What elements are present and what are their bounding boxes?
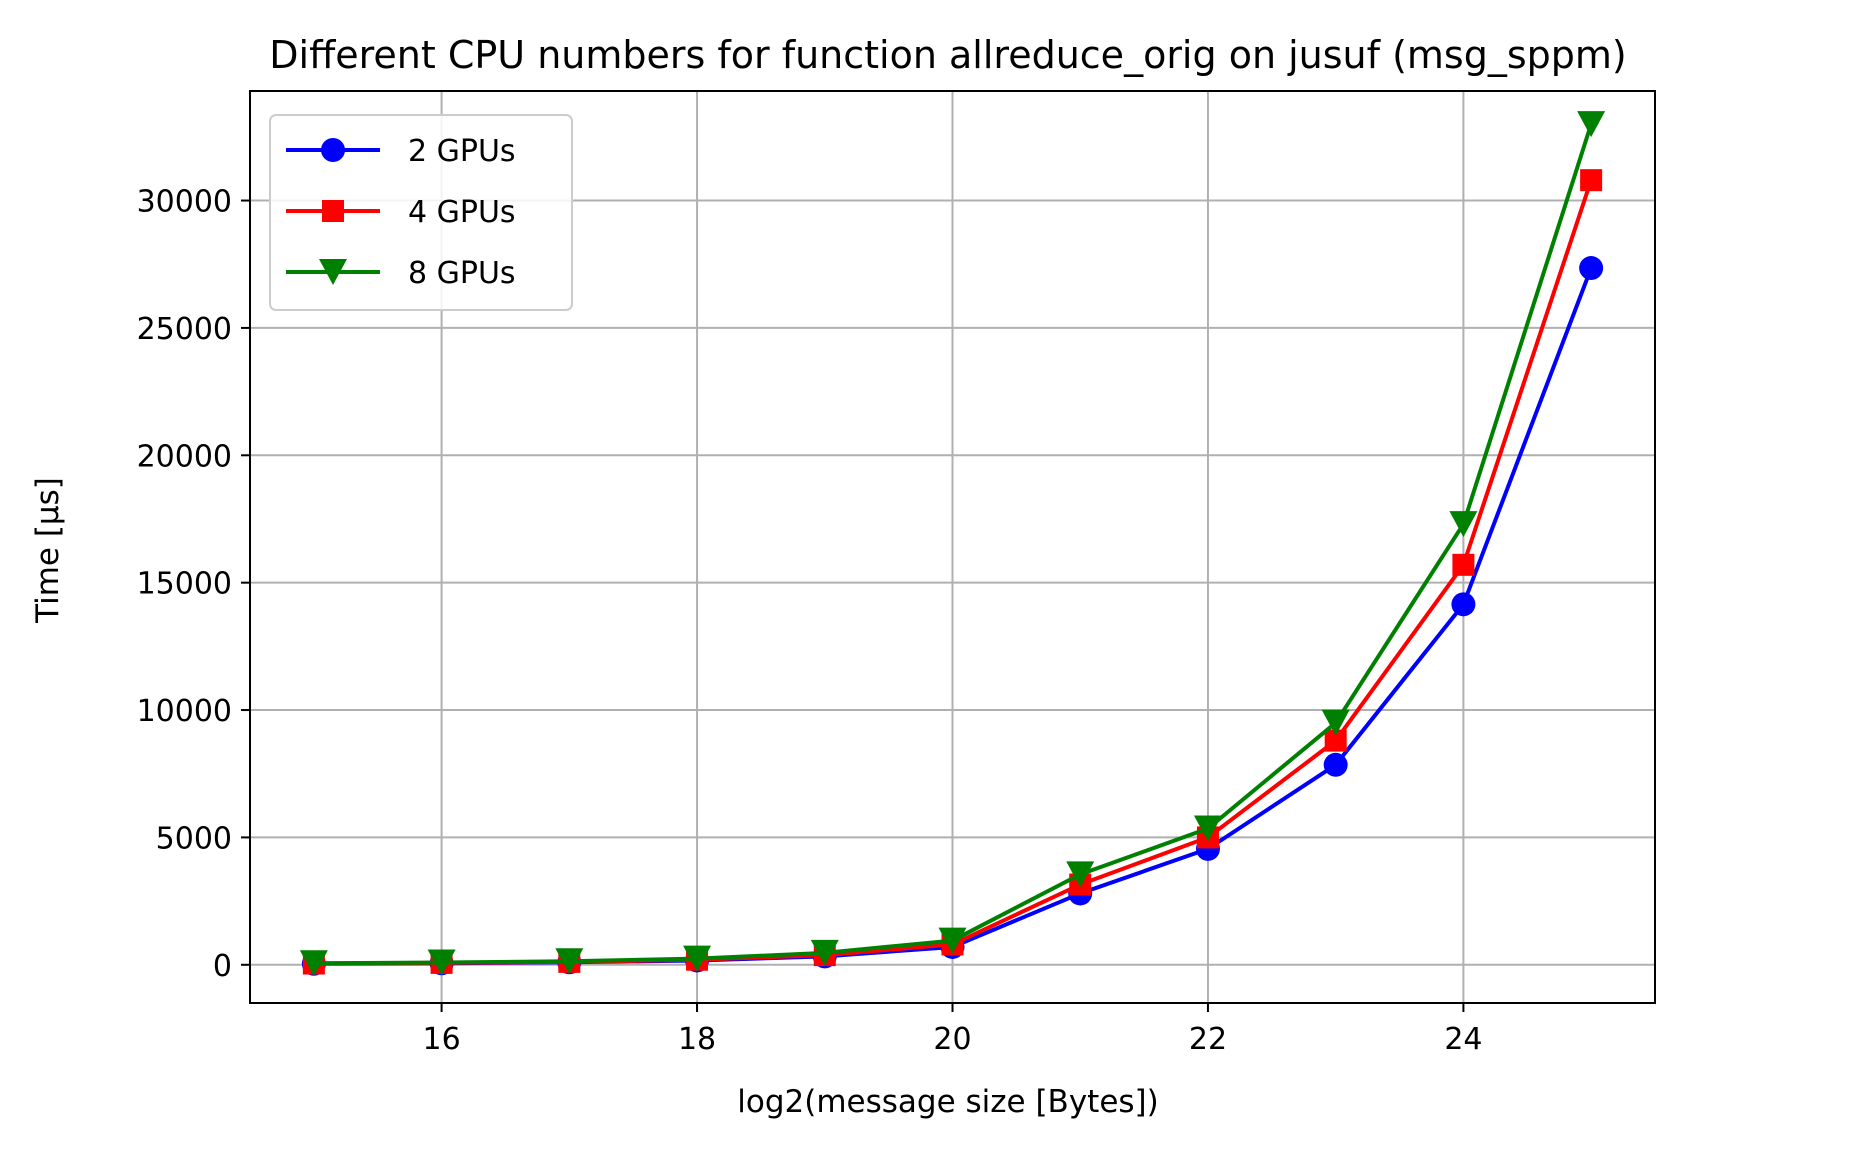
data-point [1324, 729, 1347, 752]
y-axis-label: Time [µs] [30, 477, 66, 624]
y-tick-label: 25000 [137, 312, 232, 347]
y-tick-label: 10000 [137, 694, 232, 729]
data-point [683, 945, 712, 972]
data-point [299, 950, 328, 977]
series-3 [299, 111, 1606, 977]
x-tick-label: 18 [678, 1022, 716, 1057]
legend-label: 4 GPUs [408, 195, 516, 230]
axis-ticks: 16 18 20 22 24 0 5000 10000 15000 20000 25000 30000 [137, 185, 1483, 1057]
data-point [1579, 256, 1604, 281]
legend-entry: 2 GPUs [286, 134, 516, 169]
data-point [1577, 111, 1606, 138]
data-point [1193, 815, 1222, 842]
y-tick-label: 30000 [137, 185, 232, 220]
legend-entry: 8 GPUs [286, 256, 516, 291]
legend: 2 GPUs 4 GPUs 8 GPUs [269, 114, 573, 311]
data-point [810, 939, 839, 966]
data-point [555, 948, 584, 975]
data-point [1451, 592, 1476, 617]
grid [250, 91, 1655, 1003]
legend-marker [322, 200, 344, 222]
chart-title: Different CPU numbers for function allre… [269, 33, 1626, 77]
y-tick-label: 20000 [137, 439, 232, 474]
data-point [1580, 169, 1603, 192]
data-point [1452, 553, 1475, 576]
x-tick-label: 22 [1189, 1022, 1227, 1057]
data-point [1449, 511, 1478, 538]
data-point [1321, 709, 1350, 736]
data-point [1323, 752, 1348, 777]
data-point [938, 927, 967, 954]
y-tick-label: 5000 [156, 821, 232, 856]
data-point [1066, 861, 1095, 888]
series-group [299, 111, 1606, 977]
x-axis-label: log2(message size [Bytes]) [737, 1084, 1158, 1120]
y-tick-label: 15000 [137, 567, 232, 602]
data-point [427, 949, 456, 976]
legend-entry: 4 GPUs [286, 195, 516, 230]
legend-marker [319, 259, 347, 285]
x-tick-label: 20 [933, 1022, 971, 1057]
legend-label: 8 GPUs [408, 256, 516, 291]
x-tick-label: 24 [1444, 1022, 1482, 1057]
x-tick-label: 16 [422, 1022, 460, 1057]
legend-marker [321, 138, 345, 162]
legend-label: 2 GPUs [408, 134, 516, 169]
y-tick-label: 0 [213, 949, 232, 984]
